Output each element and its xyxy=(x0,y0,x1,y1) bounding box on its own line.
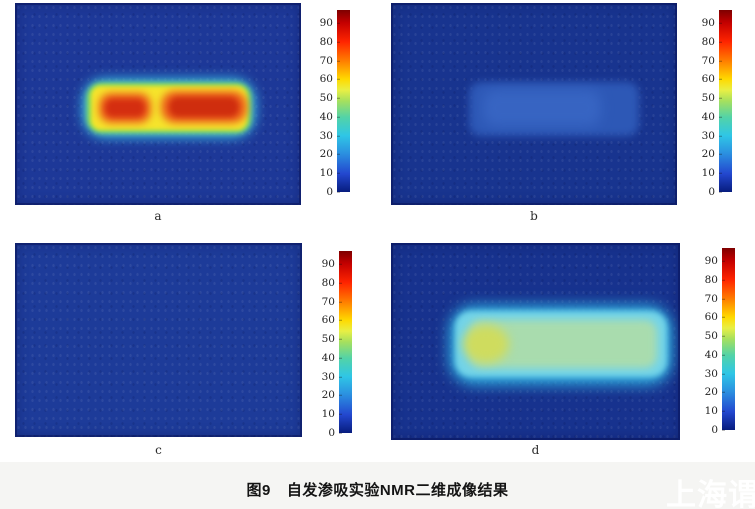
panel-label-d: d xyxy=(531,443,540,457)
colorbar-b: 90 80 70 60 50 40 30 20 10 0 xyxy=(684,10,732,197)
colorbar-tick-label: 20 xyxy=(701,147,723,160)
colorbar-tick-label: 0 xyxy=(326,185,340,198)
colorbar-tick-label: 80 xyxy=(321,276,343,289)
colorbar-tick-label: 0 xyxy=(708,185,722,198)
heatmap-panel-c xyxy=(15,243,302,437)
colorbar-tick-label: 40 xyxy=(704,348,726,361)
noise-texture xyxy=(15,243,302,437)
heatmap-panel-d xyxy=(391,243,680,440)
heatmap-panel-a xyxy=(15,3,301,205)
rod-red-core-left xyxy=(105,99,145,117)
colorbar-d: 90 80 70 60 50 40 30 20 10 0 xyxy=(687,248,735,435)
colorbar-tick-label: 60 xyxy=(701,72,723,85)
colorbar-tick-label: 60 xyxy=(321,313,343,326)
colorbar-tick-label: 40 xyxy=(321,351,343,364)
colorbar-tick-label: 30 xyxy=(704,367,726,380)
colorbar-gradient xyxy=(337,10,350,192)
colorbar-tick-label: 10 xyxy=(701,166,723,179)
colorbar-tick-label: 10 xyxy=(319,166,341,179)
colorbar-gradient xyxy=(719,10,732,192)
colorbar-tick-label: 0 xyxy=(328,426,342,439)
colorbar-tick-label: 30 xyxy=(319,129,341,142)
colorbar-tick-label: 50 xyxy=(701,91,723,104)
colorbar-tick-label: 40 xyxy=(319,110,341,123)
rod-red-core-right xyxy=(169,97,239,117)
colorbar-gradient xyxy=(722,248,735,430)
figure-caption: 图9 自发渗吸实验NMR二维成像结果 xyxy=(0,479,755,500)
colorbar-gradient xyxy=(339,251,352,433)
caption-background-band xyxy=(0,462,755,509)
panel-label-b: b xyxy=(530,209,538,223)
colorbar-tick-label: 90 xyxy=(704,254,726,267)
rod-faint-blue-center xyxy=(483,90,601,126)
panel-label-c: c xyxy=(155,443,162,457)
rod-yellow-green-hotspot xyxy=(463,325,509,363)
colorbar-tick-label: 70 xyxy=(701,54,723,67)
colorbar-tick-label: 70 xyxy=(319,54,341,67)
figure-caption-text: 自发渗吸实验NMR二维成像结果 xyxy=(286,482,509,499)
colorbar-tick-label: 0 xyxy=(711,423,725,436)
colorbar-tick-label: 30 xyxy=(701,129,723,142)
colorbar-a: 90 80 70 60 50 40 30 20 10 0 xyxy=(302,10,350,197)
colorbar-tick-label: 70 xyxy=(704,292,726,305)
colorbar-tick-label: 20 xyxy=(321,388,343,401)
figure-number: 图9 xyxy=(246,482,271,499)
colorbar-tick-label: 60 xyxy=(319,72,341,85)
colorbar-tick-label: 50 xyxy=(319,91,341,104)
colorbar-tick-label: 10 xyxy=(321,407,343,420)
watermark-text: 上海谓载 xyxy=(666,479,755,509)
colorbar-tick-label: 20 xyxy=(319,147,341,160)
colorbar-tick-label: 80 xyxy=(704,273,726,286)
colorbar-tick-label: 50 xyxy=(321,332,343,345)
colorbar-tick-label: 20 xyxy=(704,385,726,398)
colorbar-tick-label: 30 xyxy=(321,370,343,383)
heatmap-panel-b xyxy=(391,3,677,205)
colorbar-tick-label: 10 xyxy=(704,404,726,417)
colorbar-tick-label: 80 xyxy=(701,35,723,48)
colorbar-tick-label: 40 xyxy=(701,110,723,123)
colorbar-tick-label: 90 xyxy=(319,16,341,29)
colorbar-tick-label: 80 xyxy=(319,35,341,48)
colorbar-tick-label: 60 xyxy=(704,310,726,323)
colorbar-tick-label: 70 xyxy=(321,295,343,308)
colorbar-c: 90 80 70 60 50 40 30 20 10 0 xyxy=(304,251,352,438)
colorbar-tick-label: 90 xyxy=(701,16,723,29)
colorbar-tick-label: 50 xyxy=(704,329,726,342)
panel-label-a: a xyxy=(154,209,162,223)
colorbar-tick-label: 90 xyxy=(321,257,343,270)
